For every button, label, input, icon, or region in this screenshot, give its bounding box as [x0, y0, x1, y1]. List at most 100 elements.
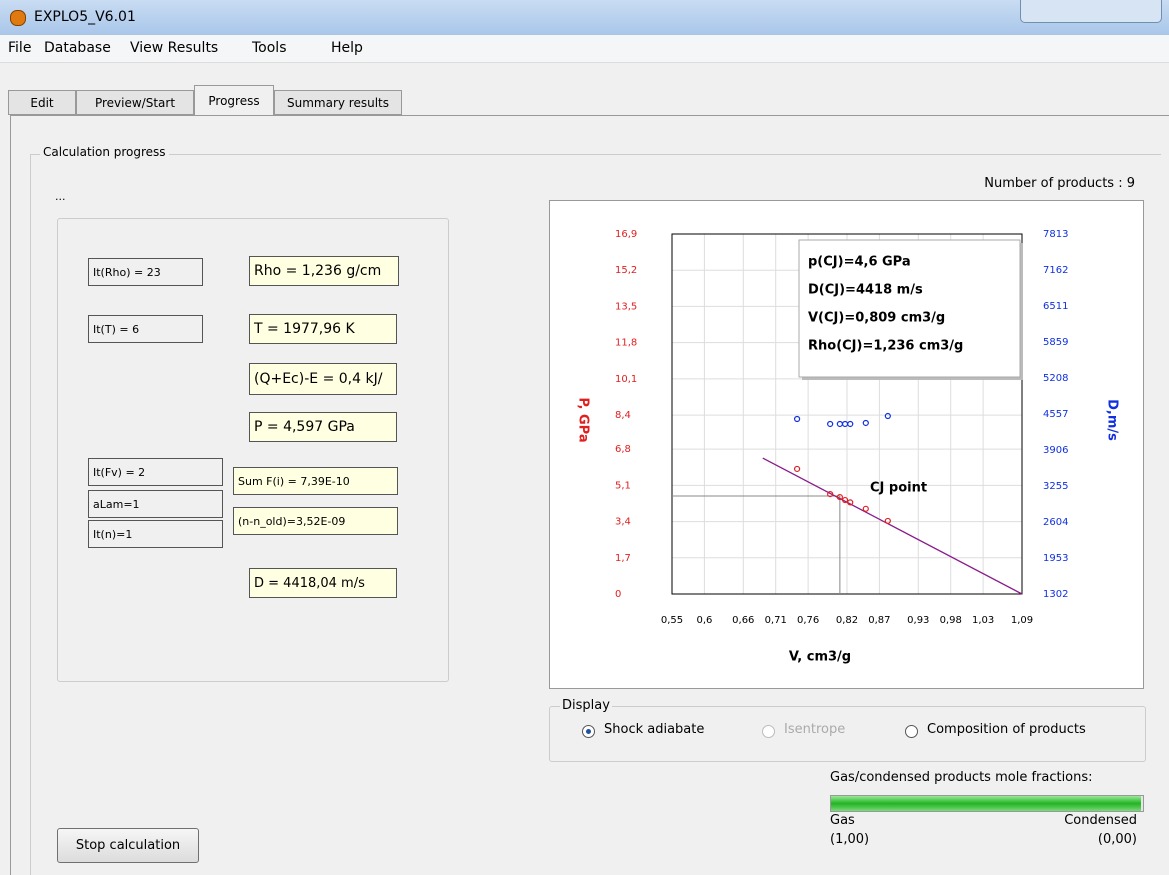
- point: [847, 499, 854, 506]
- y-tick-label: 6,8: [615, 444, 631, 455]
- y-tick-label: 5,1: [615, 480, 631, 491]
- adiabate-line: [762, 457, 1023, 595]
- fields-panel: [57, 218, 449, 682]
- y2-tick-label: 3906: [1043, 445, 1068, 456]
- y-tick-label: 10,1: [615, 374, 637, 385]
- point: [884, 412, 891, 420]
- radio-button: [762, 725, 775, 738]
- field: Sum F(i) = 7,39E-10: [233, 467, 398, 495]
- x-tick-label: 0,55: [661, 615, 683, 626]
- radio-label: Isentrope: [784, 722, 846, 737]
- annotation-text: D(CJ)=4418 m/s: [808, 283, 923, 298]
- y-tick-label: 16,9: [615, 229, 637, 240]
- products-count: Number of products : 9: [984, 176, 1135, 191]
- point: [827, 420, 834, 428]
- y2-tick-label: 4557: [1043, 409, 1068, 420]
- x-tick-label: 0,98: [940, 615, 962, 626]
- y-tick-label: 11,8: [615, 338, 637, 349]
- menu-item[interactable]: Tools: [252, 40, 287, 56]
- y2-tick-label: 3255: [1043, 481, 1068, 492]
- x-tick-label: 0,87: [868, 615, 890, 626]
- fractions-title: Gas/condensed products mole fractions:: [830, 770, 1093, 785]
- radio-dot: [586, 729, 591, 734]
- point: [841, 496, 849, 504]
- y2-tick-label: 5859: [1043, 337, 1068, 348]
- x-tick-label: 0,71: [765, 615, 787, 626]
- y2-tick-label: 5208: [1043, 373, 1068, 384]
- radio-button[interactable]: [905, 725, 918, 738]
- display-group: [549, 706, 1146, 762]
- x-tick-label: 1,09: [1011, 615, 1033, 626]
- y-tick-label: 1,7: [615, 553, 631, 564]
- y2-tick-label: 7162: [1043, 265, 1068, 276]
- window-controls[interactable]: [1020, 0, 1162, 23]
- cj-guide: [672, 495, 841, 594]
- gas-label: Gas: [830, 813, 855, 828]
- point: [836, 493, 843, 501]
- y-tick-label: 0: [615, 589, 621, 600]
- field: It(Rho) = 23: [88, 258, 203, 286]
- gas-value: (1,00): [830, 832, 870, 847]
- tab[interactable]: Progress: [194, 85, 274, 115]
- tab[interactable]: Edit: [8, 90, 76, 115]
- field: It(n)=1: [88, 520, 223, 548]
- cj-label: CJ point: [870, 481, 927, 496]
- x-tick-label: 1,03: [972, 615, 994, 626]
- y-tick-label: 3,4: [615, 517, 631, 528]
- app-icon: [10, 10, 26, 26]
- point: [862, 505, 869, 512]
- window-title: EXPLO5_V6.01: [34, 9, 136, 25]
- field: D = 4418,04 m/s: [249, 568, 397, 598]
- x-tick-label: 0,66: [732, 615, 754, 626]
- point: [827, 490, 834, 498]
- radio-button[interactable]: [582, 725, 595, 738]
- annotation-text: Rho(CJ)=1,236 cm3/g: [808, 339, 963, 354]
- y2-tick-label: 7813: [1043, 229, 1068, 240]
- group-box: [30, 154, 1161, 875]
- x-axis-label: V, cm3/g: [789, 650, 851, 665]
- menu-item[interactable]: Database: [44, 40, 111, 56]
- field: aLam=1: [88, 490, 223, 518]
- point: [793, 415, 801, 423]
- point: [793, 465, 801, 473]
- y-tick-label: 13,5: [615, 301, 637, 312]
- field: T = 1977,96 K: [249, 314, 397, 344]
- field: P = 4,597 GPa: [249, 412, 397, 442]
- field: (n-n_old)=3,52E-09: [233, 507, 398, 535]
- y2-axis-label: D,m/s: [1105, 399, 1120, 441]
- field: Rho = 1,236 g/cm: [249, 256, 399, 286]
- group-title: Calculation progress: [40, 145, 169, 159]
- point: [884, 517, 891, 525]
- title-bar: [0, 0, 1169, 35]
- menu-bar: File Database View Results Tools Help: [0, 35, 1169, 63]
- y2-tick-label: 1953: [1043, 553, 1068, 564]
- y-tick-label: 8,4: [615, 410, 631, 421]
- tab[interactable]: Summary results: [274, 90, 402, 115]
- x-tick-label: 0,93: [907, 615, 929, 626]
- field: It(Fv) = 2: [88, 458, 223, 486]
- chart: 0,55 0,6 0,66 0,71 0,76 0,82 0,87 0,93 0,98 1,03 1…: [549, 200, 1144, 689]
- x-tick-label: 0,6: [696, 615, 712, 626]
- annotation-box: [798, 239, 1021, 378]
- annotation-text: p(CJ)=4,6 GPa: [808, 255, 911, 270]
- menu-item[interactable]: File: [8, 40, 32, 56]
- gas-fraction-bar: [831, 796, 1141, 811]
- x-tick-label: 0,76: [797, 615, 819, 626]
- y2-tick-label: 6511: [1043, 301, 1068, 312]
- annotation-text: V(CJ)=0,809 cm3/g: [808, 311, 945, 326]
- condensed-value: (0,00): [1097, 832, 1137, 847]
- x-tick-label: 0,82: [836, 615, 858, 626]
- condensed-label: Condensed: [1064, 813, 1137, 828]
- menu-item[interactable]: Help: [331, 40, 363, 56]
- y2-tick-label: 2604: [1043, 517, 1068, 528]
- tab[interactable]: Preview/Start: [76, 90, 194, 115]
- display-title: Display: [560, 698, 612, 713]
- menu-item[interactable]: View Results: [130, 40, 219, 56]
- plot-border: [671, 233, 1023, 595]
- radio-label: Shock adiabate: [604, 722, 705, 737]
- status-text: ...: [55, 190, 66, 203]
- y2-tick-label: 1302: [1043, 589, 1068, 600]
- y-axis-label: P, GPa: [576, 397, 591, 442]
- stop-button[interactable]: Stop calculation: [57, 828, 199, 863]
